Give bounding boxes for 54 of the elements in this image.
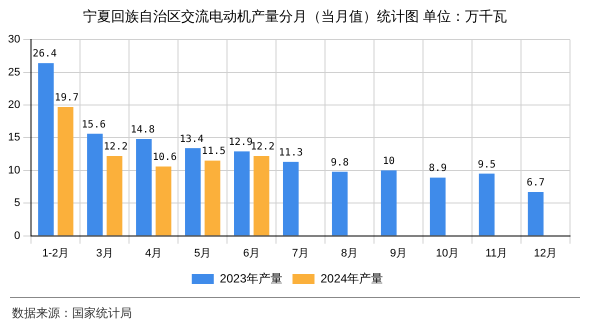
x-tick-label: 8月: [341, 247, 358, 260]
data-label: 8.9: [428, 163, 447, 174]
legend-label: 2024年产量: [320, 271, 384, 286]
bar: [87, 134, 103, 236]
bar: [332, 172, 348, 236]
bar: [234, 151, 250, 236]
bar: [204, 160, 220, 236]
chart-title: 宁夏回族自治区交流电动机产量分月（当月值）统计图 单位：万千瓦: [82, 8, 508, 26]
x-tick-label: 12月: [534, 247, 558, 260]
x-tick-label: 7月: [292, 247, 310, 260]
bar: [254, 156, 270, 236]
bar: [136, 139, 152, 236]
data-label: 9.5: [478, 159, 496, 170]
data-label: 6.7: [526, 178, 545, 189]
data-label: 9.8: [330, 157, 349, 168]
data-label: 26.4: [32, 48, 57, 60]
y-tick-label: 10: [8, 164, 20, 176]
bar: [430, 178, 446, 236]
data-label: 12.2: [104, 142, 128, 153]
bar: [282, 162, 299, 236]
x-tick-label: 1-2月: [42, 247, 70, 260]
data-label: 12.2: [250, 142, 275, 153]
y-tick-label: 25: [8, 66, 20, 78]
data-label: 11.3: [278, 147, 303, 158]
bar: [58, 106, 74, 236]
data-label: 13.4: [180, 134, 204, 145]
bar: [185, 148, 201, 236]
bar: [156, 166, 172, 236]
x-tick-label: 9月: [390, 247, 408, 260]
bar: [38, 63, 54, 236]
x-tick-label: 3月: [96, 247, 114, 260]
x-tick-label: 6月: [243, 247, 260, 260]
data-label: 15.6: [82, 119, 106, 130]
y-tick-label: 5: [14, 197, 20, 210]
x-tick-label: 11月: [485, 247, 508, 260]
bar: [478, 174, 495, 236]
x-tick-label: 10月: [436, 247, 460, 260]
legend-label: 2023年产量: [220, 271, 283, 286]
x-tick-label: 4月: [145, 247, 162, 260]
data-label: 19.7: [54, 92, 79, 104]
data-label: 11.5: [202, 146, 226, 158]
y-tick-label: 15: [8, 132, 20, 144]
y-tick-label: 30: [8, 34, 20, 46]
y-tick-label: 20: [8, 99, 20, 112]
data-label: 10.6: [152, 152, 177, 164]
bar: [106, 156, 122, 236]
data-label: 14.8: [130, 124, 155, 136]
data-label: 12.9: [228, 137, 253, 148]
bar: [380, 170, 397, 236]
y-tick-label: 0: [14, 230, 20, 242]
source-note: 数据来源：国家统计局: [12, 305, 132, 322]
x-tick-label: 5月: [194, 247, 212, 260]
data-label: 10: [382, 156, 395, 167]
bar: [528, 192, 544, 236]
